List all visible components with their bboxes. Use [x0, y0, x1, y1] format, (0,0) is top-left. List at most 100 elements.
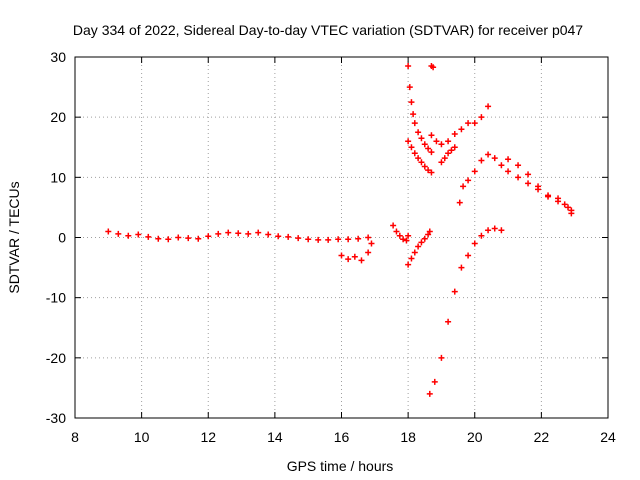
data-point: [561, 201, 568, 208]
series-arc-17.7: [390, 222, 412, 244]
data-point: [505, 156, 512, 163]
data-point: [411, 249, 418, 256]
data-point: [155, 235, 162, 242]
data-point: [471, 120, 478, 127]
x-tick-label: 24: [600, 429, 616, 445]
data-point: [451, 131, 458, 138]
series-arc-18-middle: [405, 138, 435, 176]
data-point: [498, 227, 505, 234]
data-point: [408, 99, 415, 106]
plot-frame: [74, 56, 609, 419]
data-point: [205, 233, 212, 240]
data-point: [425, 231, 432, 238]
data-point: [431, 378, 438, 385]
y-tick-label: 10: [50, 169, 66, 185]
data-point: [425, 167, 432, 174]
series-arc-18.6-steep-rise: [426, 225, 505, 397]
data-point: [428, 132, 435, 139]
data-point: [433, 138, 440, 145]
data-point: [421, 141, 428, 148]
y-tick-label: -10: [46, 290, 66, 306]
data-point: [411, 150, 418, 157]
data-point: [525, 180, 532, 187]
x-tick-label: 16: [334, 429, 350, 445]
data-point: [430, 64, 437, 71]
y-tick-label: -30: [46, 410, 66, 426]
data-point: [400, 236, 407, 243]
data-point: [426, 390, 433, 397]
data-point: [415, 243, 422, 250]
data-point: [555, 195, 562, 202]
data-point: [235, 230, 242, 237]
data-point: [545, 192, 552, 199]
data-point: [285, 233, 292, 240]
data-point: [451, 288, 458, 295]
data-point: [345, 256, 352, 263]
data-point: [408, 144, 415, 151]
series-arc-21-to-22.9: [505, 156, 575, 214]
data-point: [295, 235, 302, 242]
data-point: [478, 232, 485, 239]
data-point: [105, 228, 112, 235]
data-point: [410, 111, 417, 118]
data-point: [325, 236, 332, 243]
data-point: [365, 234, 372, 241]
y-tick-label: -20: [46, 350, 66, 366]
x-tick-label: 20: [467, 429, 483, 445]
data-point: [418, 135, 425, 142]
data-point: [451, 144, 458, 151]
data-point: [485, 151, 492, 158]
data-point: [418, 239, 425, 246]
data-point: [305, 236, 312, 243]
series-arc-18.7-isolated: [428, 63, 437, 71]
series-long-arc-near-zero: [105, 228, 372, 243]
series-arc-16-dip: [338, 240, 375, 264]
data-point: [396, 232, 403, 239]
data-point: [225, 229, 232, 236]
data-point: [465, 177, 472, 184]
series-arc-18-upper: [405, 63, 435, 156]
data-point: [471, 240, 478, 247]
data-point: [406, 84, 413, 91]
data-point: [465, 252, 472, 259]
data-point: [405, 232, 412, 239]
data-point: [438, 159, 445, 166]
data-point: [245, 230, 252, 237]
data-point: [568, 207, 575, 214]
data-point: [125, 232, 132, 239]
data-point: [425, 145, 432, 152]
data-point: [368, 240, 375, 247]
data-point: [445, 318, 452, 325]
x-tick-label: 12: [200, 429, 216, 445]
x-tick-label: 18: [400, 429, 416, 445]
data-point: [445, 138, 452, 145]
data-point: [421, 163, 428, 170]
data-point: [478, 157, 485, 164]
data-point: [448, 147, 455, 154]
series-arc-19-short: [438, 144, 458, 166]
data-point: [525, 171, 532, 178]
y-tick-label: 20: [50, 109, 66, 125]
series-arc-18.7-to-20.4: [428, 103, 492, 148]
data-point: [465, 120, 472, 127]
data-point: [491, 225, 498, 232]
x-tick-label: 22: [534, 429, 550, 445]
data-point: [491, 155, 498, 162]
data-point: [515, 174, 522, 181]
data-point: [255, 229, 262, 236]
data-point: [405, 63, 412, 70]
chart-title: Day 334 of 2022, Sidereal Day-to-day VTE…: [73, 22, 583, 38]
x-tick-label: 8: [71, 429, 79, 445]
data-point: [351, 253, 358, 260]
data-point: [358, 257, 365, 264]
x-tick-label: 10: [134, 429, 150, 445]
data-point: [498, 162, 505, 169]
data-point: [441, 155, 448, 162]
data-point: [405, 138, 412, 145]
data-point: [415, 155, 422, 162]
data-point: [505, 168, 512, 175]
series-arc-19.6-to-22.9: [456, 151, 575, 217]
data-point: [478, 114, 485, 121]
data-point: [515, 162, 522, 169]
